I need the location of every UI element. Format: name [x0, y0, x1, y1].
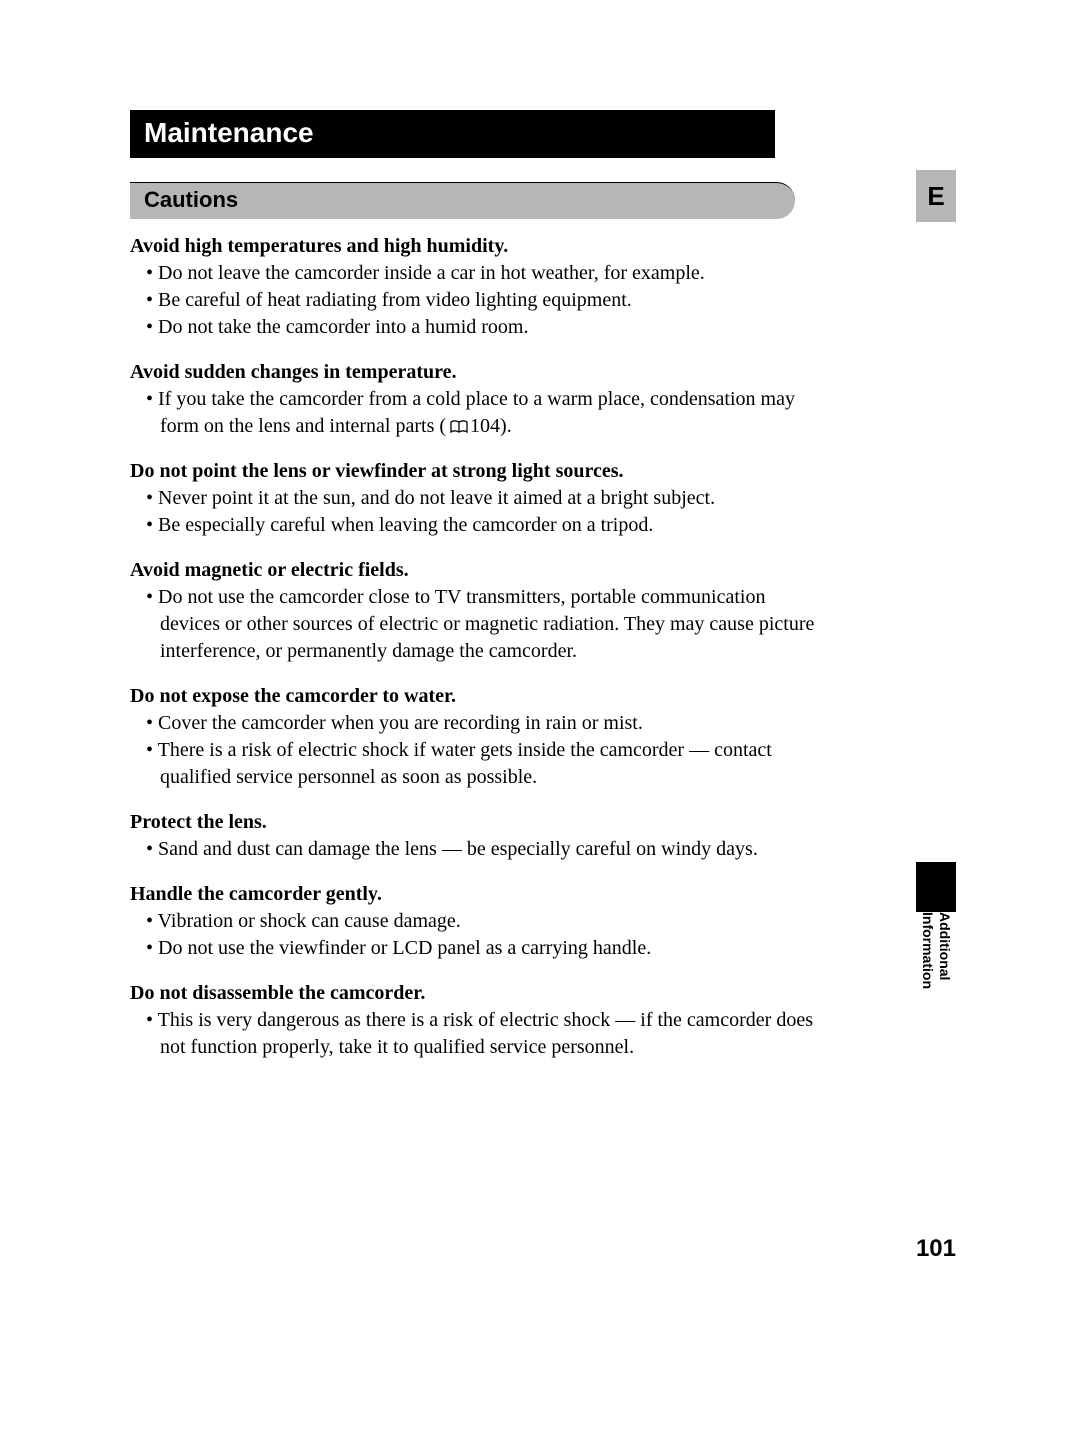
- caution-block: Handle the camcorder gently.Vibration or…: [130, 881, 818, 962]
- caution-heading: Do not expose the camcorder to water.: [130, 683, 818, 710]
- vertical-text: Additional Information: [919, 912, 953, 989]
- caution-item: Do not use the camcorder close to TV tra…: [146, 584, 818, 665]
- caution-item: Vibration or shock can cause damage.: [146, 908, 818, 935]
- caution-item: Never point it at the sun, and do not le…: [146, 485, 818, 512]
- caution-list: This is very dangerous as there is a ris…: [130, 1007, 818, 1061]
- caution-heading: Avoid magnetic or electric fields.: [130, 557, 818, 584]
- manual-page: Maintenance Cautions Avoid high temperat…: [0, 0, 1080, 1443]
- section-side-label: Additional Information: [916, 862, 956, 1082]
- caution-block: Do not expose the camcorder to water.Cov…: [130, 683, 818, 791]
- caution-block: Do not point the lens or viewfinder at s…: [130, 458, 818, 539]
- caution-item: This is very dangerous as there is a ris…: [146, 1007, 818, 1061]
- caution-heading: Avoid sudden changes in temperature.: [130, 359, 818, 386]
- caution-item: Do not use the viewfinder or LCD panel a…: [146, 935, 818, 962]
- page-ref-number: 104: [470, 415, 500, 437]
- caution-list: Do not use the camcorder close to TV tra…: [130, 584, 818, 665]
- caution-item: Be careful of heat radiating from video …: [146, 287, 818, 314]
- section-title: Cautions: [144, 187, 238, 212]
- body-content: Avoid high temperatures and high humidit…: [130, 233, 818, 1061]
- caution-block: Avoid high temperatures and high humidit…: [130, 233, 818, 341]
- chapter-title: Maintenance: [144, 117, 314, 148]
- caution-list: Sand and dust can damage the lens — be e…: [130, 836, 818, 863]
- language-tab: E: [916, 170, 956, 222]
- caution-item-text-after: ).: [500, 415, 512, 437]
- caution-item: If you take the camcorder from a cold pl…: [146, 386, 818, 440]
- side-marker-box: [916, 862, 956, 912]
- caution-block: Avoid magnetic or electric fields.Do not…: [130, 557, 818, 665]
- caution-item: Do not take the camcorder into a humid r…: [146, 314, 818, 341]
- caution-list: Never point it at the sun, and do not le…: [130, 485, 818, 539]
- caution-list: Do not leave the camcorder inside a car …: [130, 260, 818, 341]
- caution-block: Avoid sudden changes in temperature.If y…: [130, 359, 818, 440]
- page-ref-icon: [450, 420, 468, 434]
- caution-item: Do not leave the camcorder inside a car …: [146, 260, 818, 287]
- caution-heading: Do not point the lens or viewfinder at s…: [130, 458, 818, 485]
- vertical-text-wrap: Additional Information: [916, 912, 956, 1082]
- caution-item: Sand and dust can damage the lens — be e…: [146, 836, 818, 863]
- page-number: 101: [916, 1235, 956, 1263]
- caution-list: Vibration or shock can cause damage.Do n…: [130, 908, 818, 962]
- chapter-banner: Maintenance: [130, 110, 775, 158]
- caution-heading: Do not disassemble the camcorder.: [130, 980, 818, 1007]
- caution-heading: Avoid high temperatures and high humidit…: [130, 233, 818, 260]
- caution-block: Protect the lens.Sand and dust can damag…: [130, 809, 818, 863]
- language-code: E: [927, 181, 944, 211]
- caution-item: There is a risk of electric shock if wat…: [146, 737, 818, 791]
- caution-heading: Protect the lens.: [130, 809, 818, 836]
- section-heading-bar: Cautions: [130, 182, 795, 219]
- caution-list: If you take the camcorder from a cold pl…: [130, 386, 818, 440]
- caution-item: Be especially careful when leaving the c…: [146, 512, 818, 539]
- caution-item: Cover the camcorder when you are recordi…: [146, 710, 818, 737]
- caution-list: Cover the camcorder when you are recordi…: [130, 710, 818, 791]
- side-label-line2: Information: [920, 912, 936, 989]
- caution-heading: Handle the camcorder gently.: [130, 881, 818, 908]
- caution-block: Do not disassemble the camcorder.This is…: [130, 980, 818, 1061]
- side-label-line1: Additional: [937, 912, 953, 980]
